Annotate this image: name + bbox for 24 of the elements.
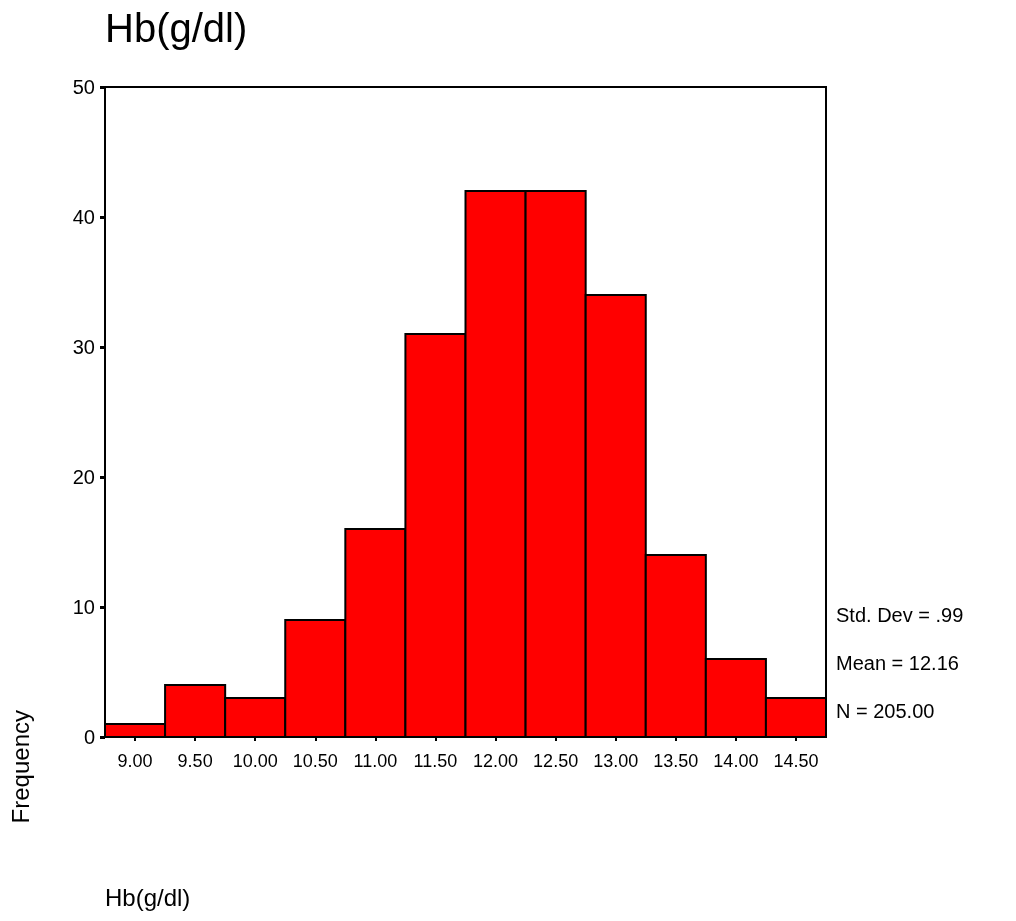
x-tick-label: 13.00 bbox=[593, 751, 639, 771]
x-tick-label: 14.00 bbox=[713, 751, 759, 771]
x-tick-label: 11.00 bbox=[353, 751, 398, 771]
y-tick-label: 20 bbox=[72, 466, 95, 488]
x-tick-label: 9.50 bbox=[177, 751, 213, 771]
y-tick-label: 40 bbox=[72, 206, 95, 228]
y-tick-label: 0 bbox=[83, 726, 95, 748]
x-tick-label: 14.50 bbox=[773, 751, 819, 771]
x-tick-label: 13.50 bbox=[653, 751, 699, 771]
x-tick-label: 9.00 bbox=[117, 751, 153, 771]
chart-title: Hb(g/dl) bbox=[105, 6, 248, 50]
text: Mean = 12.16 bbox=[836, 652, 959, 674]
y-tick-label: 50 bbox=[72, 76, 95, 98]
y-tick-label: 10 bbox=[72, 596, 95, 618]
y-axis-title: Frequency bbox=[6, 710, 34, 824]
x-tick-label: 11.50 bbox=[413, 751, 458, 771]
y-tick-label: 30 bbox=[72, 336, 95, 358]
x-axis-title: Hb(g/dl) bbox=[105, 883, 191, 911]
x-tick-label: 12.00 bbox=[473, 751, 519, 771]
x-tick-label: 12.50 bbox=[533, 751, 579, 771]
text: N = 205.00 bbox=[836, 700, 935, 722]
x-tick-label: 10.50 bbox=[292, 751, 338, 771]
text: Std. Dev = .99 bbox=[836, 604, 964, 626]
x-tick-label: 10.00 bbox=[232, 751, 278, 771]
